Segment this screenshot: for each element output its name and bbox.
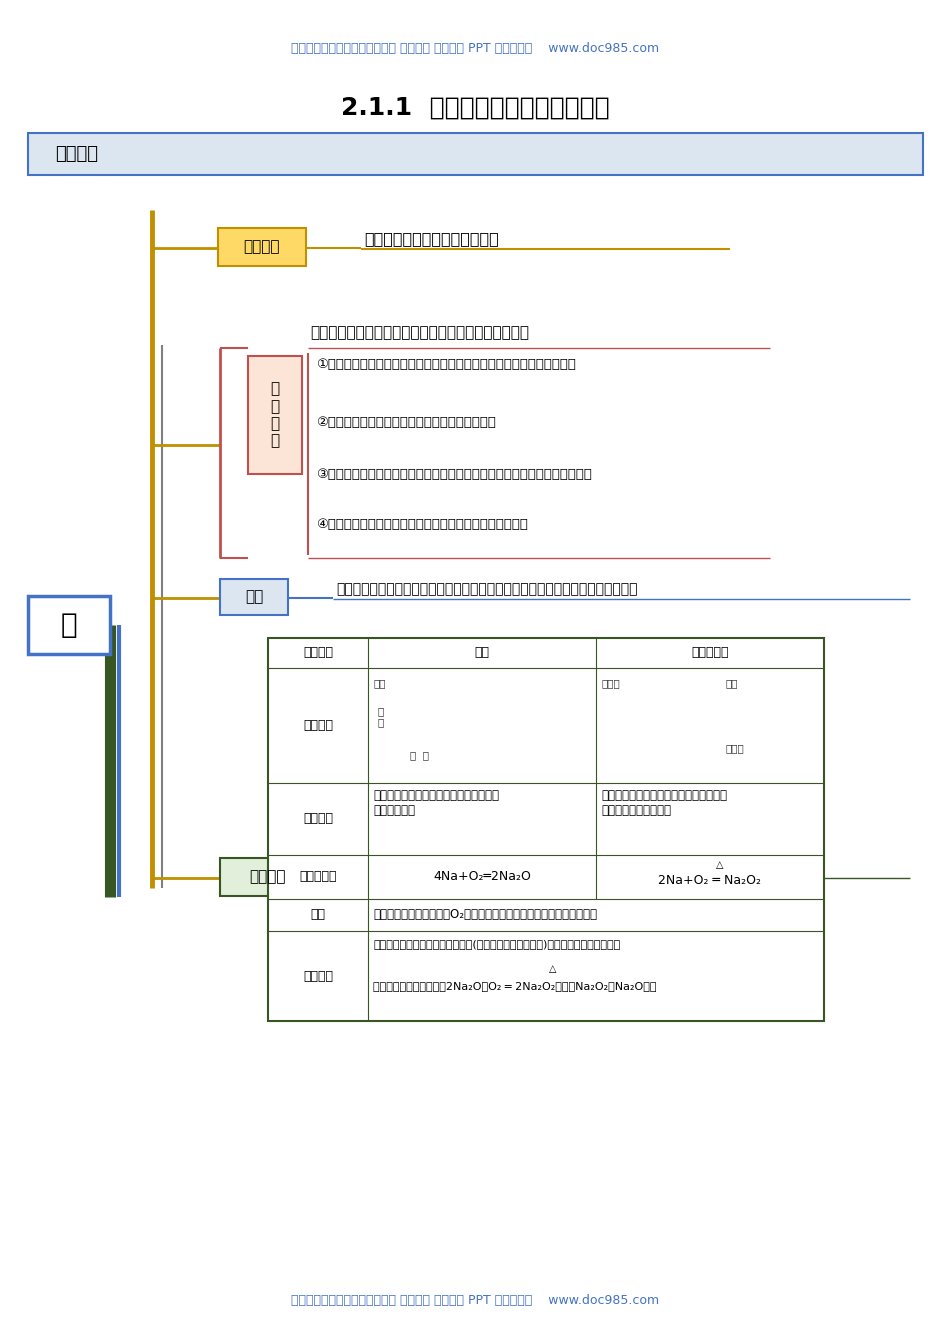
Text: 钠  钠: 钠 钠 xyxy=(410,750,429,759)
Text: 用途: 用途 xyxy=(245,590,263,605)
Text: 实验现象: 实验现象 xyxy=(303,813,333,825)
Text: 4Na+O₂═2Na₂O: 4Na+O₂═2Na₂O xyxy=(433,871,531,883)
FancyBboxPatch shape xyxy=(268,638,824,1021)
Text: 新切开的钠具有银白色的金属光泽，在空
气中很快变暗: 新切开的钠具有银白色的金属光泽，在空 气中很快变暗 xyxy=(373,789,499,817)
Text: 小学、初中、高中各种试卷真题 知识归纳 文案合同 PPT 等免费下载    www.doc985.com: 小学、初中、高中各种试卷真题 知识归纳 文案合同 PPT 等免费下载 www.d… xyxy=(291,1293,659,1306)
Text: 室温: 室温 xyxy=(474,646,489,660)
Text: ②取出钠后要迅速吸干煤油，并要放到玻璃上切割: ②取出钠后要迅速吸干煤油，并要放到玻璃上切割 xyxy=(316,417,496,429)
Text: 作还原剂来制取活泼金属、制作高压钠灯、制钠钾合金，用于原子反应堆导热剂。: 作还原剂来制取活泼金属、制作高压钠灯、制钠钾合金，用于原子反应堆导热剂。 xyxy=(336,582,637,595)
Text: ③钠用剩后要放回盛钠的试剂瓶，不能乱扔乱放，因为钠很活泼容易引起危险: ③钠用剩后要放回盛钠的试剂瓶，不能乱扔乱放，因为钠很活泼容易引起危险 xyxy=(316,468,592,481)
Text: 玻璃片: 玻璃片 xyxy=(601,677,619,688)
FancyBboxPatch shape xyxy=(248,356,302,474)
Text: 2.1.1  钠及其钠的氧化物（精讲）: 2.1.1 钠及其钠的氧化物（精讲） xyxy=(341,95,609,120)
Text: 化学方程式: 化学方程式 xyxy=(299,871,336,883)
Text: ④钠着火时不能用水灭，也不用二氧化碳灭火器，要用干沙: ④钠着火时不能用水灭，也不用二氧化碳灭火器，要用干沙 xyxy=(316,517,528,531)
Text: 由于钠燃烧时必定有氧化钠在燃烧(钠很易被氧化成氧化钠)，说明氧化钠加热时也可: 由于钠燃烧时必定有氧化钠在燃烧(钠很易被氧化成氧化钠)，说明氧化钠加热时也可 xyxy=(373,939,620,949)
Text: 泥三角: 泥三角 xyxy=(726,743,745,753)
Text: 钠先熔化成小球，然后剧烈燃烧，火焰呈
黄色，生成淡黄色固体: 钠先熔化成小球，然后剧烈燃烧，火焰呈 黄色，生成淡黄色固体 xyxy=(601,789,727,817)
Text: 滤纸: 滤纸 xyxy=(373,677,386,688)
FancyBboxPatch shape xyxy=(28,595,110,655)
Text: 物
理
性
质: 物 理 性 质 xyxy=(271,382,279,449)
Text: △: △ xyxy=(549,964,557,974)
Text: 银白色固体，密度比水小，比煤油大，质软，熔点较低: 银白色固体，密度比水小，比煤油大，质软，熔点较低 xyxy=(310,325,529,340)
Text: 反应条件: 反应条件 xyxy=(303,646,333,660)
Text: 结论: 结论 xyxy=(311,909,326,922)
Text: 煤油（石蜡油）液封、石蜡固封: 煤油（石蜡油）液封、石蜡固封 xyxy=(364,231,499,246)
Text: 实验步骤: 实验步骤 xyxy=(303,719,333,732)
Text: 坩埚: 坩埚 xyxy=(726,677,738,688)
Text: 加热或点燃: 加热或点燃 xyxy=(692,646,729,660)
Text: 小学、初中、高中各种试卷真题 知识归纳 文案合同 PPT 等免费下载    www.doc985.com: 小学、初中、高中各种试卷真题 知识归纳 文案合同 PPT 等免费下载 www.d… xyxy=(291,42,659,55)
FancyBboxPatch shape xyxy=(28,133,923,175)
Text: 思维导图: 思维导图 xyxy=(55,145,98,163)
Text: 钠是非常活泼的金属，与O₂反应，条件不同时，现象不同，产物也不同: 钠是非常活泼的金属，与O₂反应，条件不同时，现象不同，产物也不同 xyxy=(373,909,597,922)
Text: 注意事项: 注意事项 xyxy=(303,969,333,982)
Text: 钠: 钠 xyxy=(61,612,77,638)
FancyBboxPatch shape xyxy=(220,579,288,616)
Text: 以转化为过氧化钠，即：2Na₂O＋O₂ ═ 2Na₂O₂，因此Na₂O₂比Na₂O稳定: 以转化为过氧化钠，即：2Na₂O＋O₂ ═ 2Na₂O₂，因此Na₂O₂比Na₂… xyxy=(373,981,656,991)
FancyBboxPatch shape xyxy=(220,857,316,896)
Text: 保存方法: 保存方法 xyxy=(244,239,280,254)
Text: △: △ xyxy=(716,860,724,870)
Text: 煤
油: 煤 油 xyxy=(378,706,384,727)
Text: 2Na+O₂ ═ Na₂O₂: 2Na+O₂ ═ Na₂O₂ xyxy=(658,875,762,887)
Text: ①取钠时要用镊子夹取、不能用手拿，因为易与汗液反应，灼伤腐蚀皮肤: ①取钠时要用镊子夹取、不能用手拿，因为易与汗液反应，灼伤腐蚀皮肤 xyxy=(316,358,576,371)
Text: 氧气反应: 氧气反应 xyxy=(250,870,286,884)
FancyBboxPatch shape xyxy=(218,228,306,266)
